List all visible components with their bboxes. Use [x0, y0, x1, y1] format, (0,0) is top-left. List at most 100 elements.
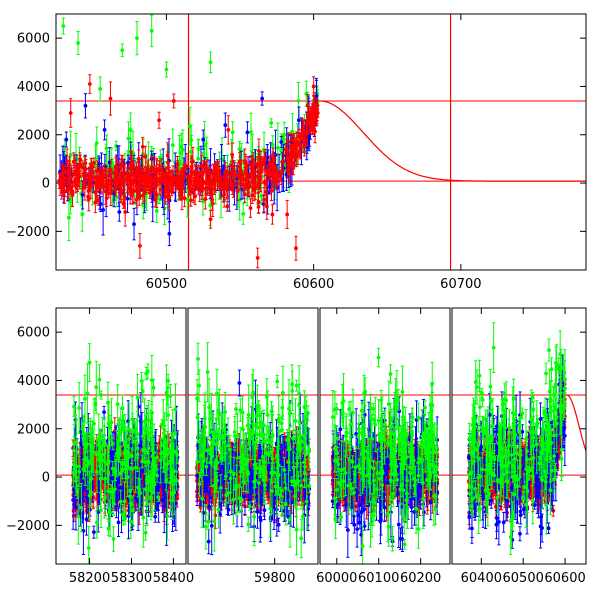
- data-point: [72, 162, 76, 187]
- data-point: [271, 157, 275, 173]
- data-point: [276, 517, 281, 532]
- x-tick-label: 60700: [440, 277, 481, 292]
- data-point: [232, 416, 237, 449]
- data-point: [283, 473, 288, 503]
- data-point: [293, 398, 298, 444]
- data-point: [277, 413, 281, 450]
- data-point: [264, 378, 269, 416]
- data-point: [182, 189, 187, 208]
- data-point: [117, 417, 122, 452]
- data-point: [169, 187, 174, 197]
- data-point: [119, 158, 123, 170]
- data-point: [311, 76, 316, 97]
- data-point: [86, 191, 91, 202]
- data-point: [87, 74, 92, 94]
- data-point: [312, 113, 317, 127]
- data-point: [270, 204, 275, 225]
- data-point: [179, 139, 184, 155]
- data-point: [282, 457, 287, 483]
- data-point: [87, 343, 92, 382]
- data-point: [245, 121, 250, 144]
- data-point: [260, 91, 265, 106]
- data-point: [214, 460, 218, 493]
- data-point: [127, 402, 132, 456]
- data-point: [252, 468, 257, 496]
- data-point: [281, 365, 285, 420]
- data-point: [128, 505, 133, 539]
- data-point: [117, 447, 121, 461]
- data-point: [208, 209, 213, 229]
- data-point: [241, 202, 246, 225]
- data-point: [109, 185, 114, 195]
- data-point: [376, 347, 381, 368]
- x-tick-label: 58200: [69, 571, 110, 586]
- data-point: [333, 391, 337, 429]
- data-point: [80, 160, 84, 175]
- data-point: [106, 520, 111, 537]
- data-point: [164, 61, 169, 78]
- data-point: [96, 194, 101, 206]
- data-point: [269, 180, 274, 202]
- data-point: [140, 454, 145, 469]
- data-point: [262, 443, 267, 481]
- data-point: [280, 495, 284, 517]
- data-point: [60, 179, 65, 197]
- data-point: [247, 434, 252, 451]
- data-point: [166, 373, 170, 388]
- data-point: [142, 174, 147, 187]
- data-point: [171, 93, 176, 109]
- data-point: [197, 420, 201, 464]
- data-point: [287, 403, 292, 425]
- data-point: [140, 136, 145, 157]
- x-tick-label: 60600: [293, 277, 334, 292]
- data-point: [330, 390, 335, 445]
- data-point: [255, 422, 260, 447]
- data-point: [78, 154, 83, 165]
- data-point: [76, 31, 80, 55]
- data-point: [216, 395, 221, 426]
- data-point: [99, 492, 103, 529]
- data-point: [156, 492, 161, 502]
- data-point: [305, 94, 310, 118]
- data-point: [402, 539, 407, 550]
- data-point: [288, 490, 292, 548]
- data-point: [77, 446, 81, 487]
- data-point: [110, 461, 115, 477]
- data-point: [77, 382, 82, 434]
- data-point: [157, 111, 161, 129]
- data-point: [230, 142, 235, 167]
- data-point: [258, 502, 263, 539]
- data-point: [307, 108, 312, 133]
- data-point: [303, 425, 308, 452]
- data-point: [108, 81, 113, 116]
- data-point: [85, 363, 90, 424]
- data-point: [261, 409, 266, 442]
- data-point: [75, 178, 80, 193]
- data-point: [107, 500, 112, 518]
- data-point: [189, 124, 194, 157]
- data-point: [144, 464, 149, 495]
- data-point: [146, 363, 150, 380]
- data-point: [181, 164, 186, 177]
- data-point: [275, 437, 280, 473]
- data-point: [224, 487, 229, 503]
- data-point: [134, 418, 139, 439]
- data-point: [207, 166, 212, 194]
- data-point: [118, 460, 123, 486]
- data-point: [294, 131, 299, 156]
- data-point: [170, 128, 175, 162]
- data-point: [76, 488, 81, 545]
- data-point: [430, 362, 435, 406]
- data-point: [111, 491, 116, 516]
- data-point: [222, 423, 227, 462]
- bottom-segment-1: [56, 343, 186, 564]
- data-point: [68, 98, 73, 128]
- data-point: [160, 487, 165, 514]
- data-point: [201, 129, 206, 150]
- data-point: [255, 494, 260, 529]
- data-point: [300, 502, 305, 531]
- data-point: [258, 459, 263, 477]
- data-point: [167, 221, 172, 247]
- data-point: [145, 405, 149, 454]
